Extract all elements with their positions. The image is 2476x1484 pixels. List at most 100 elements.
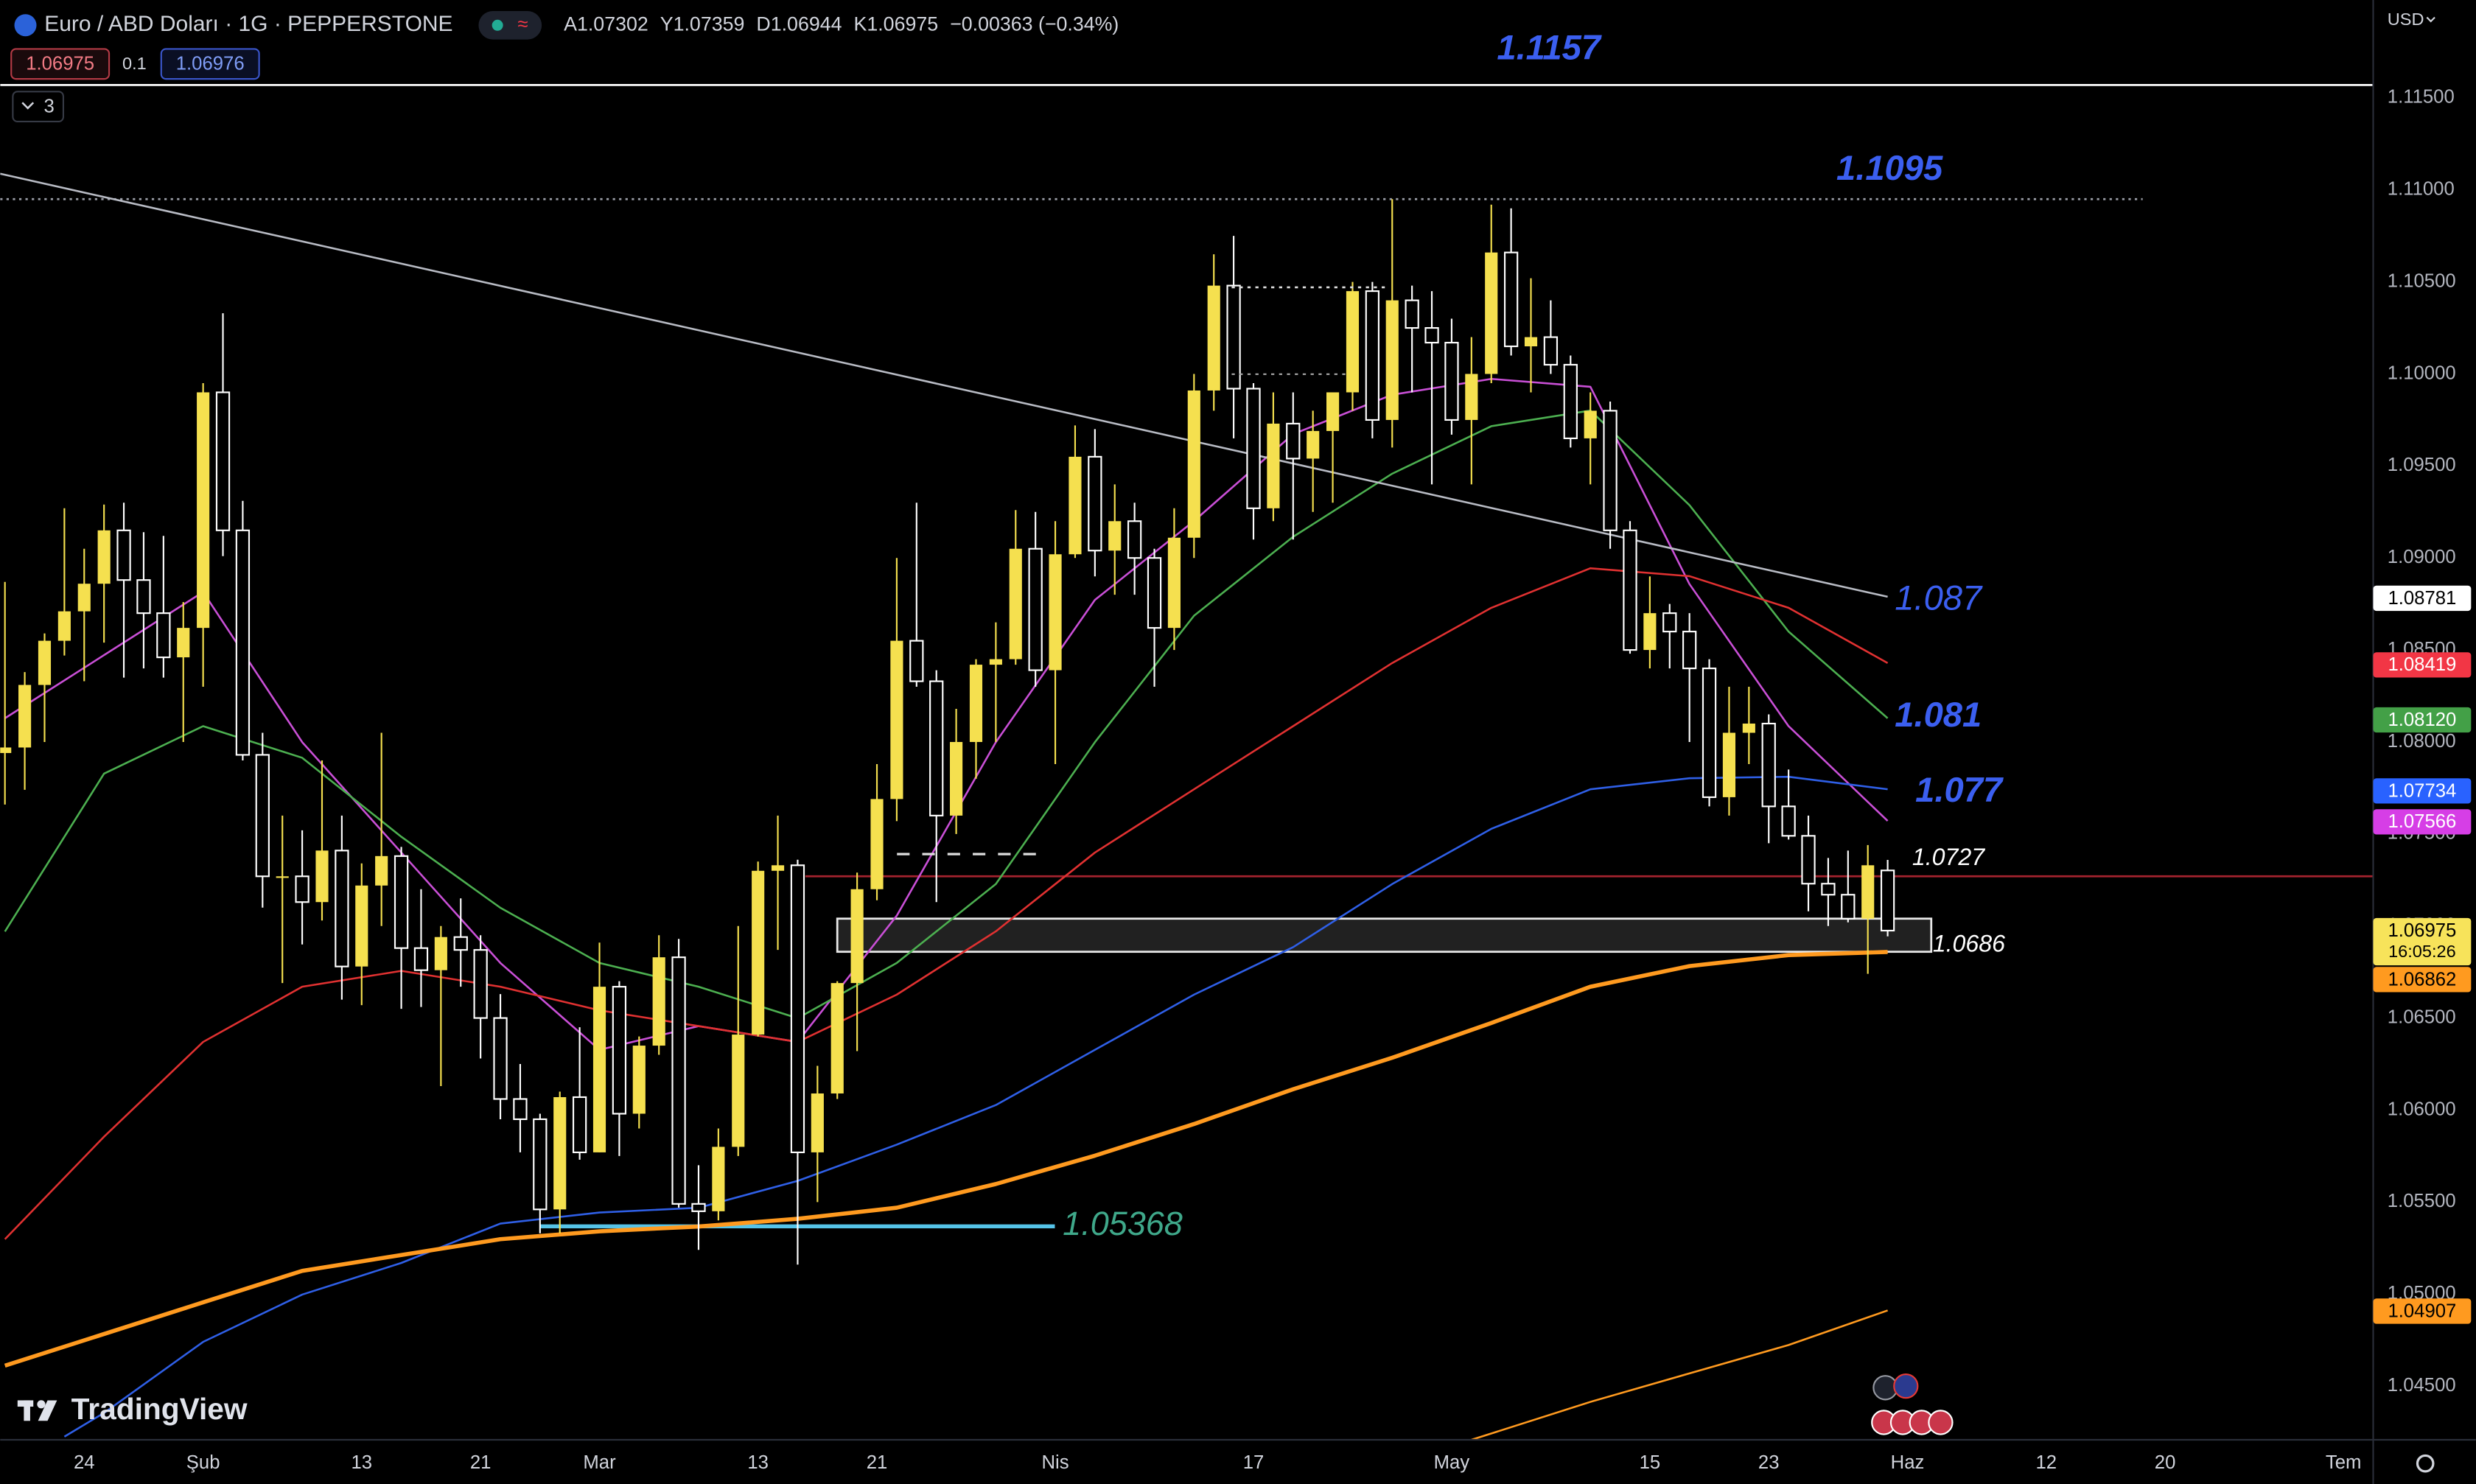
candle-body [1662,612,1677,633]
y-tick-label: 1.06000 [2388,1099,2456,1119]
buy-button[interactable] [160,48,260,80]
ohlc-value: 1.07302 [577,13,648,35]
ohlc-value: 1.06944 [771,13,842,35]
candle-body [850,889,864,984]
indicator-line [0,172,1888,598]
candle-body [1524,337,1538,347]
level-annotation: 1.087 [1895,578,1983,617]
candle-body [870,799,884,889]
event-icon[interactable] [1928,1410,1954,1435]
y-tick-label: 1.04500 [2388,1375,2456,1396]
logo-mark [38,1400,57,1421]
candle-body [276,876,289,878]
candle-body [1722,732,1736,797]
event-icon[interactable] [1893,1373,1919,1399]
candle-body [572,1096,587,1153]
indicator-line [4,950,1888,1368]
candle-body [413,947,429,971]
status-badge[interactable] [478,10,542,40]
x-tick-label: 12 [2035,1452,2057,1473]
price-label-box [2373,707,2472,733]
price-label: 1.07734 [2388,780,2456,801]
candle-body [712,1147,725,1211]
indicator-line [4,567,1889,1240]
candle-body [732,1035,745,1147]
candle-body [1088,455,1102,552]
candle-body [1424,326,1439,344]
y-tick-label: 1.09500 [2388,455,2456,475]
candle-body [473,949,488,1019]
candle-body [612,986,627,1115]
price-label-box [2373,778,2472,804]
x-tick-label: 23 [1758,1452,1780,1473]
change: −0.00363 (−0.34%) [950,13,1119,35]
buy-price[interactable]: 1.06976 [176,54,245,74]
candle-body [752,870,765,1035]
ohlc-values: A1.07302 Y1.07359 D1.06944 K1.06975 −0.0… [564,13,1119,35]
price-label: 1.06862 [2388,969,2456,990]
sell-price[interactable]: 1.06975 [26,54,94,74]
currency-selector[interactable]: USD [2388,10,2424,29]
x-tick-label: Şub [186,1452,220,1473]
candle-body [77,584,91,612]
candle-body [691,1203,706,1212]
price-label: 1.08120 [2388,710,2456,730]
y-tick-label: 1.06500 [2388,1007,2456,1027]
y-tick-label: 1.11500 [2388,87,2455,108]
x-tick-label: Haz [1891,1452,1925,1473]
candle-body [890,640,903,799]
plot-area: 1.1157 1.1095 1.087 1.081 1.077 1.0727 1.0686 1… [0,28,2374,1441]
candle-body [1623,529,1637,651]
candle-body [632,1046,646,1114]
candle-body [1801,835,1816,885]
candle-body [255,754,270,878]
candle-body [811,1093,824,1152]
candle-body [929,680,944,816]
candle-body [235,529,251,756]
candle-body [1307,430,1320,459]
y-tick-label: 1.11000 [2388,179,2455,200]
candle-body [1267,423,1280,508]
x-tick-label: 21 [867,1452,888,1473]
symbol-title[interactable]: Euro / ABD Doları · 1G · PEPPERSTONE [44,12,452,36]
candle-body [1049,554,1062,671]
level-annotation: 1.081 [1895,695,1982,734]
candle-body [215,391,231,531]
candle-body [136,579,151,615]
price-label: 1.06975 [2388,920,2456,941]
candle-body [18,685,32,748]
candle-body [1346,291,1360,393]
candle-body [493,1017,508,1100]
candle-body [1880,869,1895,932]
candle-body [1009,548,1022,659]
sell-button[interactable] [10,48,111,80]
candle-body [1742,723,1755,733]
symbol-icon[interactable] [14,14,37,37]
x-tick-label: 15 [1640,1452,1661,1473]
event-icons[interactable] [1871,1373,1954,1435]
candle-body [295,875,310,903]
level-annotation: 1.05368 [1063,1205,1183,1242]
candle-body [434,937,447,970]
x-tick-label: 13 [351,1452,372,1473]
candle-body [1841,894,1856,920]
x-tick-label: 17 [1243,1452,1265,1473]
candle-body [1127,520,1142,559]
candle-body [1682,631,1697,670]
candle-body [1861,865,1875,919]
ohlc-key: A [564,13,577,35]
candle-body [315,850,329,903]
x-tick-label: 20 [2155,1452,2176,1473]
candle-body [177,628,190,658]
indicators-toggle[interactable] [12,91,65,123]
ohlc-key: Y [660,13,674,35]
indicators-count[interactable]: 3 [44,96,55,116]
candle-body [1405,299,1419,329]
x-tick-label: 24 [74,1452,95,1473]
settings-button[interactable] [2416,1454,2435,1473]
countdown: 16:05:26 [2388,942,2456,961]
price-label: 1.07566 [2388,811,2456,832]
candle-body [533,1118,548,1211]
